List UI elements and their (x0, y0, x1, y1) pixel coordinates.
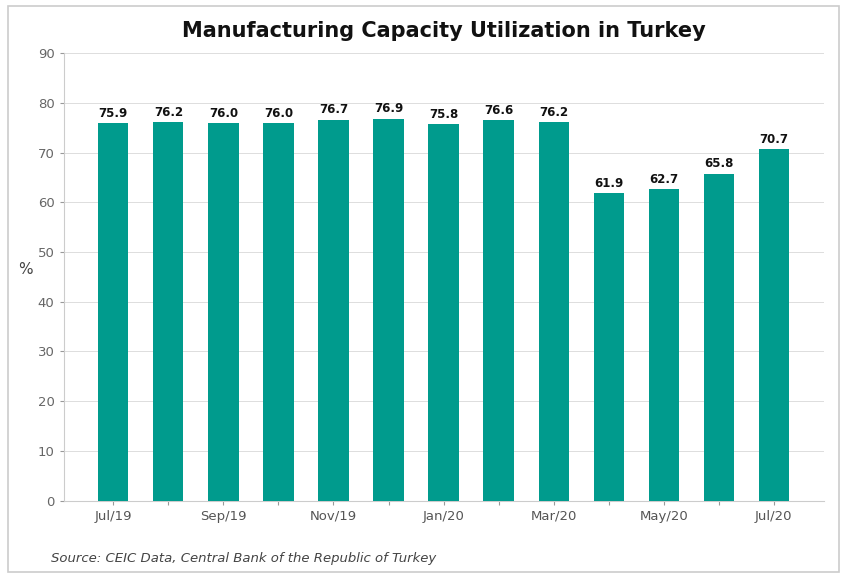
Text: 76.7: 76.7 (319, 103, 348, 116)
Bar (374, 118, 404, 501)
Bar (429, 124, 459, 501)
Bar (318, 120, 349, 501)
Text: 65.8: 65.8 (704, 157, 734, 170)
Bar (263, 123, 294, 501)
Text: 61.9: 61.9 (594, 176, 623, 190)
Bar (208, 123, 239, 501)
Y-axis label: %: % (19, 262, 33, 277)
Bar (649, 189, 679, 501)
Bar (704, 173, 734, 501)
Title: Manufacturing Capacity Utilization in Turkey: Manufacturing Capacity Utilization in Tu… (182, 21, 706, 41)
Text: 76.0: 76.0 (209, 106, 238, 120)
Text: 70.7: 70.7 (760, 133, 789, 146)
Text: 76.2: 76.2 (539, 106, 568, 118)
Bar (153, 122, 184, 501)
Bar (594, 193, 624, 501)
Text: 76.9: 76.9 (374, 102, 403, 115)
Text: Source: CEIC Data, Central Bank of the Republic of Turkey: Source: CEIC Data, Central Bank of the R… (51, 553, 436, 565)
Bar (98, 124, 129, 501)
Text: 62.7: 62.7 (649, 173, 678, 186)
Text: 76.0: 76.0 (264, 106, 293, 120)
Bar (539, 122, 569, 501)
Bar (759, 149, 789, 501)
Bar (484, 120, 514, 501)
Text: 76.6: 76.6 (484, 103, 513, 117)
Text: 75.9: 75.9 (98, 107, 128, 120)
Text: 75.8: 75.8 (429, 108, 458, 120)
Text: 76.2: 76.2 (154, 106, 183, 118)
